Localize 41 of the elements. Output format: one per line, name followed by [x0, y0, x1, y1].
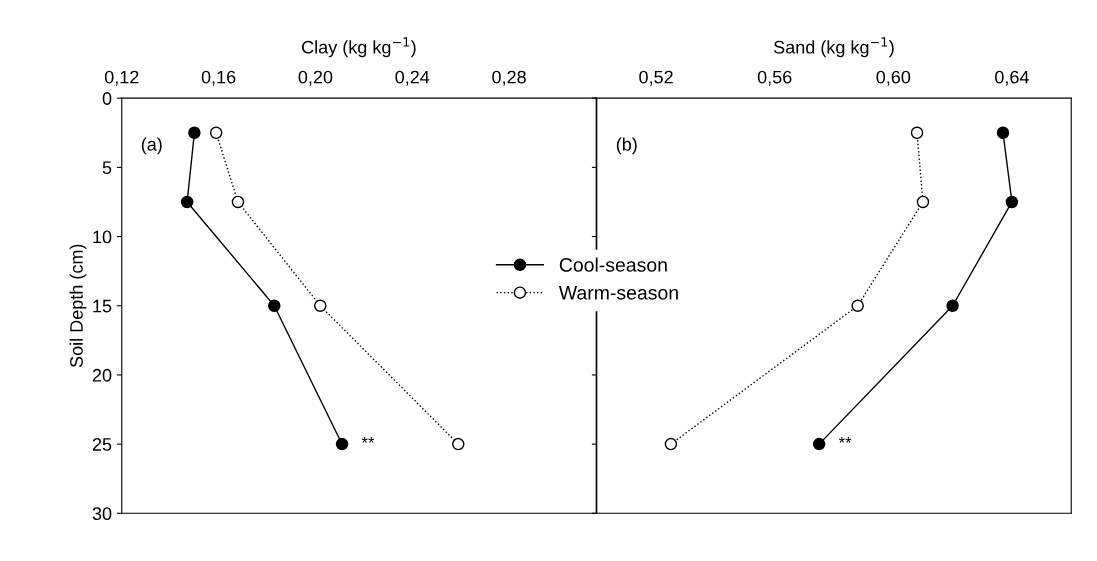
- x-tick-label: 0,16: [201, 70, 236, 86]
- y-axis-title: Soil Depth (cm): [69, 244, 87, 368]
- x-axis-title: Sand (kg kg$^{−1}$): [773, 37, 894, 58]
- y-tick-label: 10: [93, 230, 112, 244]
- point: [335, 437, 349, 451]
- y-tick-label: 0: [102, 92, 112, 105]
- y-tick-label: 5: [102, 161, 112, 175]
- annotation: (b): [616, 137, 637, 155]
- point: [996, 126, 1010, 140]
- point: [812, 437, 826, 451]
- point: [664, 437, 678, 451]
- point: [268, 299, 281, 312]
- x-tick-label: 0,28: [492, 70, 526, 86]
- legend-label: Cool-season: [559, 257, 667, 272]
- y-tick-label: 30: [92, 507, 112, 521]
- point: [946, 299, 959, 312]
- point: [314, 299, 327, 312]
- point: [180, 195, 194, 209]
- point: [231, 195, 245, 209]
- point: [209, 126, 223, 140]
- point: [910, 126, 924, 140]
- x-axis-title: Clay (kg kg$^{−1}$): [302, 37, 416, 58]
- x-tick-label: 0,12: [104, 70, 139, 86]
- point: [1005, 195, 1019, 209]
- point: [188, 126, 201, 140]
- point: [916, 195, 930, 209]
- annotation: **: [361, 436, 375, 443]
- x-tick-label: 0,64: [995, 70, 1029, 86]
- x-tick-label: 0,52: [639, 70, 673, 86]
- y-tick-label: 15: [93, 299, 112, 313]
- x-tick-label: 0,56: [757, 70, 792, 86]
- y-tick-label: 25: [92, 438, 112, 451]
- annotation: (a): [141, 137, 162, 155]
- annotation: **: [838, 436, 852, 443]
- x-tick-label: 0,60: [876, 70, 911, 86]
- y-tick-label: 20: [92, 368, 112, 382]
- legend-label: Warm-season: [558, 286, 678, 300]
- point: [851, 299, 864, 312]
- x-tick-label: 0,24: [395, 70, 430, 86]
- point: [451, 437, 465, 451]
- x-tick-label: 0,20: [298, 70, 333, 86]
